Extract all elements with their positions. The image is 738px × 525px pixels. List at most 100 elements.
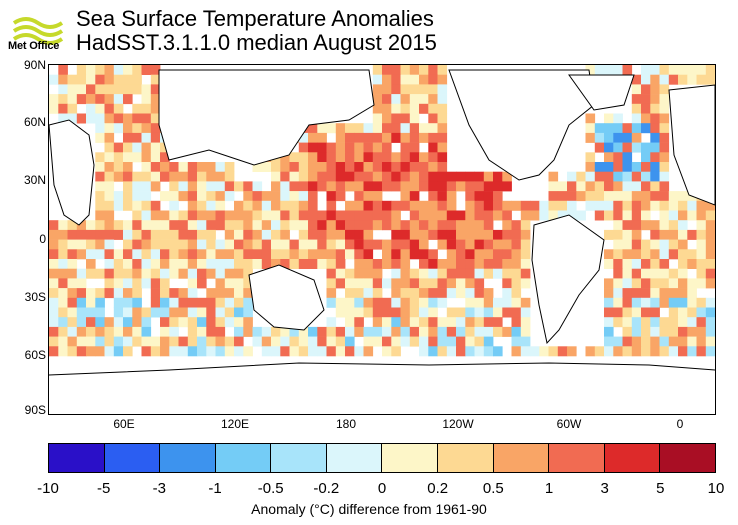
anomaly-cell — [631, 317, 642, 328]
anomaly-cell — [243, 307, 253, 318]
anomaly-cell — [271, 162, 281, 172]
anomaly-cell — [631, 200, 642, 211]
anomaly-cell — [86, 220, 96, 231]
anomaly-cell — [613, 346, 623, 357]
anomaly-cell — [622, 152, 633, 163]
anomaly-cell — [150, 229, 161, 240]
anomaly-cell — [234, 259, 244, 269]
anomaly-cell — [511, 200, 522, 211]
anomaly-cell — [160, 239, 170, 250]
anomaly-cell — [428, 317, 438, 328]
anomaly-cell — [67, 278, 78, 289]
anomaly-cell — [659, 239, 670, 250]
anomaly-cell — [76, 239, 87, 250]
anomaly-cell — [326, 200, 337, 211]
anomaly-cell — [622, 317, 633, 328]
anomaly-cell — [622, 65, 633, 75]
anomaly-cell — [391, 307, 401, 318]
anomaly-cell — [641, 326, 651, 337]
anomaly-cell — [271, 249, 281, 260]
anomaly-cell — [132, 191, 142, 202]
anomaly-cell — [104, 220, 115, 231]
anomaly-cell — [428, 210, 438, 221]
anomaly-cell — [659, 317, 670, 328]
anomaly-cell — [678, 288, 688, 299]
anomaly-cell — [150, 239, 161, 250]
anomaly-cell — [382, 297, 392, 308]
anomaly-cell — [437, 229, 448, 240]
anomaly-cell — [419, 336, 429, 347]
anomaly-cell — [650, 65, 660, 75]
anomaly-cell — [465, 336, 475, 347]
anomaly-cell — [86, 307, 96, 318]
anomaly-cell — [409, 191, 420, 202]
anomaly-cell — [687, 288, 697, 299]
anomaly-cell — [86, 336, 96, 347]
anomaly-cell — [335, 326, 346, 337]
anomaly-cell — [335, 259, 346, 269]
anomaly-cell — [76, 113, 87, 124]
anomaly-cell — [641, 288, 651, 299]
anomaly-cell — [234, 268, 244, 279]
anomaly-cell — [317, 210, 327, 221]
anomaly-cell — [335, 346, 346, 357]
anomaly-cell — [650, 229, 660, 240]
anomaly-cell — [604, 142, 614, 153]
anomaly-cell — [86, 268, 96, 279]
anomaly-cell — [67, 288, 78, 299]
anomaly-cell — [382, 249, 392, 260]
anomaly-cell — [215, 220, 226, 231]
anomaly-cell — [280, 326, 290, 337]
anomaly-cell — [548, 210, 559, 221]
anomaly-cell — [215, 191, 226, 202]
anomaly-cell — [224, 181, 235, 192]
anomaly-cell — [520, 317, 531, 328]
anomaly-cell — [363, 259, 374, 269]
anomaly-cell — [604, 259, 614, 269]
anomaly-cell — [641, 152, 651, 163]
anomaly-cell — [493, 249, 503, 260]
anomaly-cell — [419, 346, 429, 357]
anomaly-cell — [49, 326, 59, 337]
anomaly-cell — [363, 181, 374, 192]
anomaly-cell — [613, 123, 623, 134]
anomaly-cell — [95, 113, 105, 124]
anomaly-cell — [576, 171, 586, 182]
anomaly-cell — [252, 239, 263, 250]
anomaly-cell — [372, 84, 383, 95]
anomaly-cell — [428, 288, 438, 299]
anomaly-cell — [474, 346, 485, 357]
anomaly-cell — [86, 65, 96, 75]
anomaly-cell — [493, 259, 503, 269]
anomaly-cell — [650, 103, 660, 114]
anomaly-cell — [178, 288, 189, 299]
anomaly-cell — [363, 210, 374, 221]
anomaly-cell — [659, 142, 670, 153]
anomaly-cell — [76, 288, 87, 299]
anomaly-cell — [354, 132, 364, 143]
anomaly-cell — [345, 278, 355, 289]
anomaly-cell — [224, 288, 235, 299]
anomaly-cell — [382, 162, 392, 172]
anomaly-cell — [58, 84, 68, 95]
colorbar-tick-label: -0.5 — [257, 480, 284, 497]
anomaly-cell — [502, 259, 512, 269]
anomaly-cell — [668, 220, 679, 231]
anomaly-cell — [465, 191, 475, 202]
anomaly-cell — [308, 142, 318, 153]
anomaly-cell — [160, 317, 170, 328]
anomaly-cell — [113, 103, 124, 114]
anomaly-cell — [197, 162, 207, 172]
anomaly-cell — [520, 200, 531, 211]
anomaly-cell — [391, 74, 401, 85]
anomaly-cell — [123, 132, 133, 143]
title-line-1: Sea Surface Temperature Anomalies — [76, 6, 434, 31]
anomaly-cell — [197, 307, 207, 318]
anomaly-cell — [354, 259, 364, 269]
anomaly-cell — [622, 162, 633, 172]
anomaly-cell — [234, 239, 244, 250]
anomaly-cell — [687, 259, 697, 269]
anomaly-cell — [631, 326, 642, 337]
anomaly-cell — [419, 152, 429, 163]
anomaly-cell — [298, 259, 309, 269]
